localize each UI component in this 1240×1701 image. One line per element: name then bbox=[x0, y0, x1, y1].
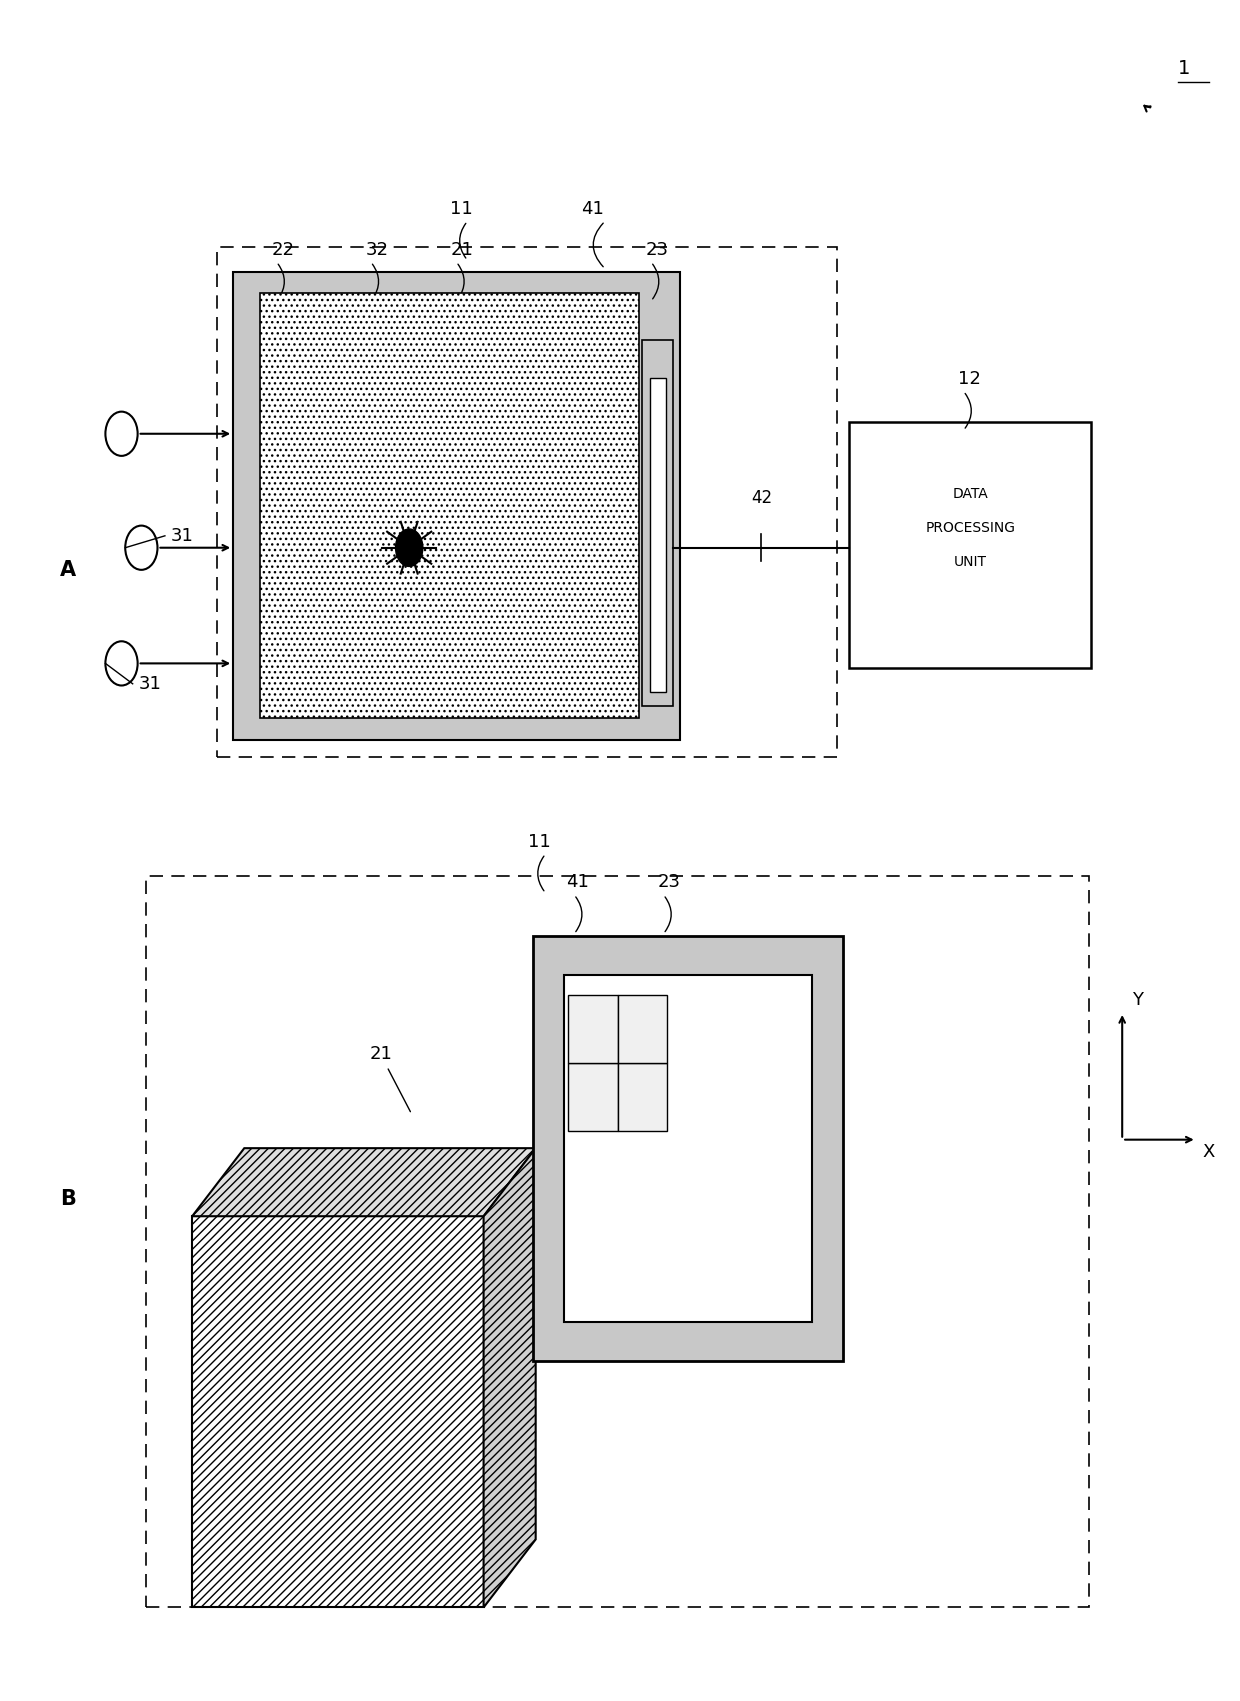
Text: 42: 42 bbox=[750, 488, 773, 507]
Bar bbox=[618, 1063, 667, 1131]
Bar bbox=[533, 936, 843, 1361]
Bar bbox=[260, 293, 639, 718]
Text: 1: 1 bbox=[1178, 58, 1190, 78]
Text: DATA: DATA bbox=[952, 486, 988, 502]
Bar bbox=[146, 876, 1089, 1607]
Text: 11: 11 bbox=[528, 832, 551, 850]
Bar bbox=[642, 340, 673, 706]
Polygon shape bbox=[192, 1148, 536, 1216]
Bar bbox=[849, 422, 1091, 668]
Bar bbox=[568, 1063, 618, 1131]
Text: 21: 21 bbox=[370, 1044, 392, 1063]
Text: PROCESSING: PROCESSING bbox=[925, 521, 1016, 536]
Text: UNIT: UNIT bbox=[954, 555, 987, 570]
Polygon shape bbox=[192, 1216, 484, 1607]
Text: 22: 22 bbox=[272, 240, 294, 259]
Text: 41: 41 bbox=[582, 199, 604, 218]
Text: 31: 31 bbox=[139, 675, 161, 692]
Bar bbox=[564, 975, 812, 1322]
Text: 32: 32 bbox=[366, 240, 388, 259]
Text: A: A bbox=[60, 560, 77, 580]
Text: 21: 21 bbox=[451, 240, 474, 259]
Bar bbox=[217, 247, 837, 757]
Bar bbox=[233, 272, 680, 740]
Text: 11: 11 bbox=[450, 199, 472, 218]
Text: 23: 23 bbox=[658, 873, 681, 891]
Text: 12: 12 bbox=[959, 369, 981, 388]
Text: 41: 41 bbox=[567, 873, 589, 891]
Text: B: B bbox=[61, 1189, 76, 1209]
Bar bbox=[650, 378, 666, 692]
Text: 31: 31 bbox=[171, 527, 193, 544]
Polygon shape bbox=[484, 1148, 536, 1607]
Bar bbox=[568, 995, 618, 1063]
Bar bbox=[618, 995, 667, 1063]
Text: Y: Y bbox=[1132, 990, 1143, 1009]
Circle shape bbox=[396, 529, 423, 566]
Text: 23: 23 bbox=[646, 240, 668, 259]
Text: X: X bbox=[1203, 1143, 1215, 1162]
